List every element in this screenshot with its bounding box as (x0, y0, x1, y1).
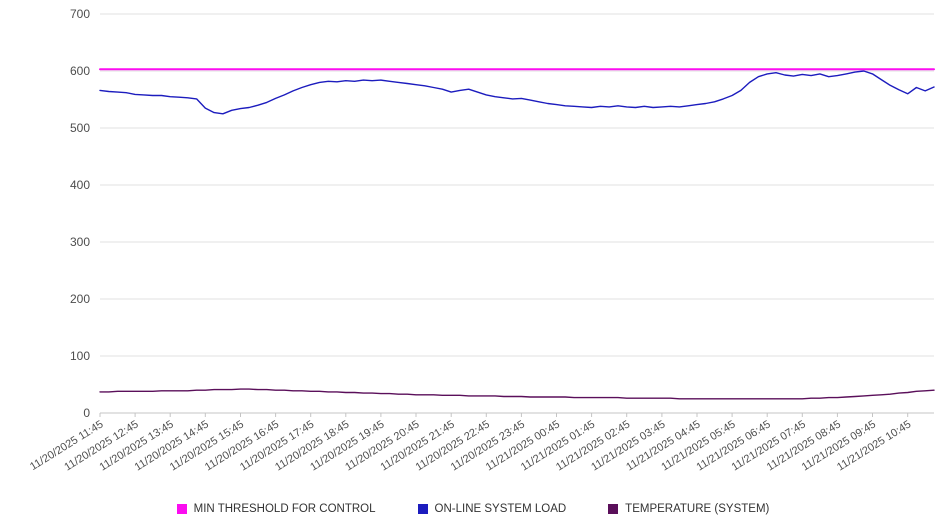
legend-item-system-load[interactable]: ON-LINE SYSTEM LOAD (417, 503, 567, 515)
svg-text:0: 0 (83, 406, 90, 420)
legend-swatch-icon (608, 504, 619, 514)
legend-swatch-icon (176, 504, 187, 514)
svg-text:300: 300 (70, 235, 90, 249)
legend-label: ON-LINE SYSTEM LOAD (434, 503, 567, 515)
legend-item-min-threshold[interactable]: MIN THRESHOLD FOR CONTROL (176, 503, 376, 515)
chart-legend: MIN THRESHOLD FOR CONTROL ON-LINE SYSTEM… (0, 496, 946, 522)
legend-swatch-icon (417, 504, 428, 514)
svg-text:100: 100 (70, 349, 90, 363)
legend-label: MIN THRESHOLD FOR CONTROL (193, 503, 376, 515)
svg-text:400: 400 (70, 178, 90, 192)
svg-text:600: 600 (70, 64, 90, 78)
legend-label: TEMPERATURE (SYSTEM) (625, 503, 770, 515)
svg-text:700: 700 (70, 7, 90, 21)
legend-item-temperature[interactable]: TEMPERATURE (SYSTEM) (608, 503, 769, 515)
svg-text:500: 500 (70, 121, 90, 135)
svg-text:200: 200 (70, 292, 90, 306)
